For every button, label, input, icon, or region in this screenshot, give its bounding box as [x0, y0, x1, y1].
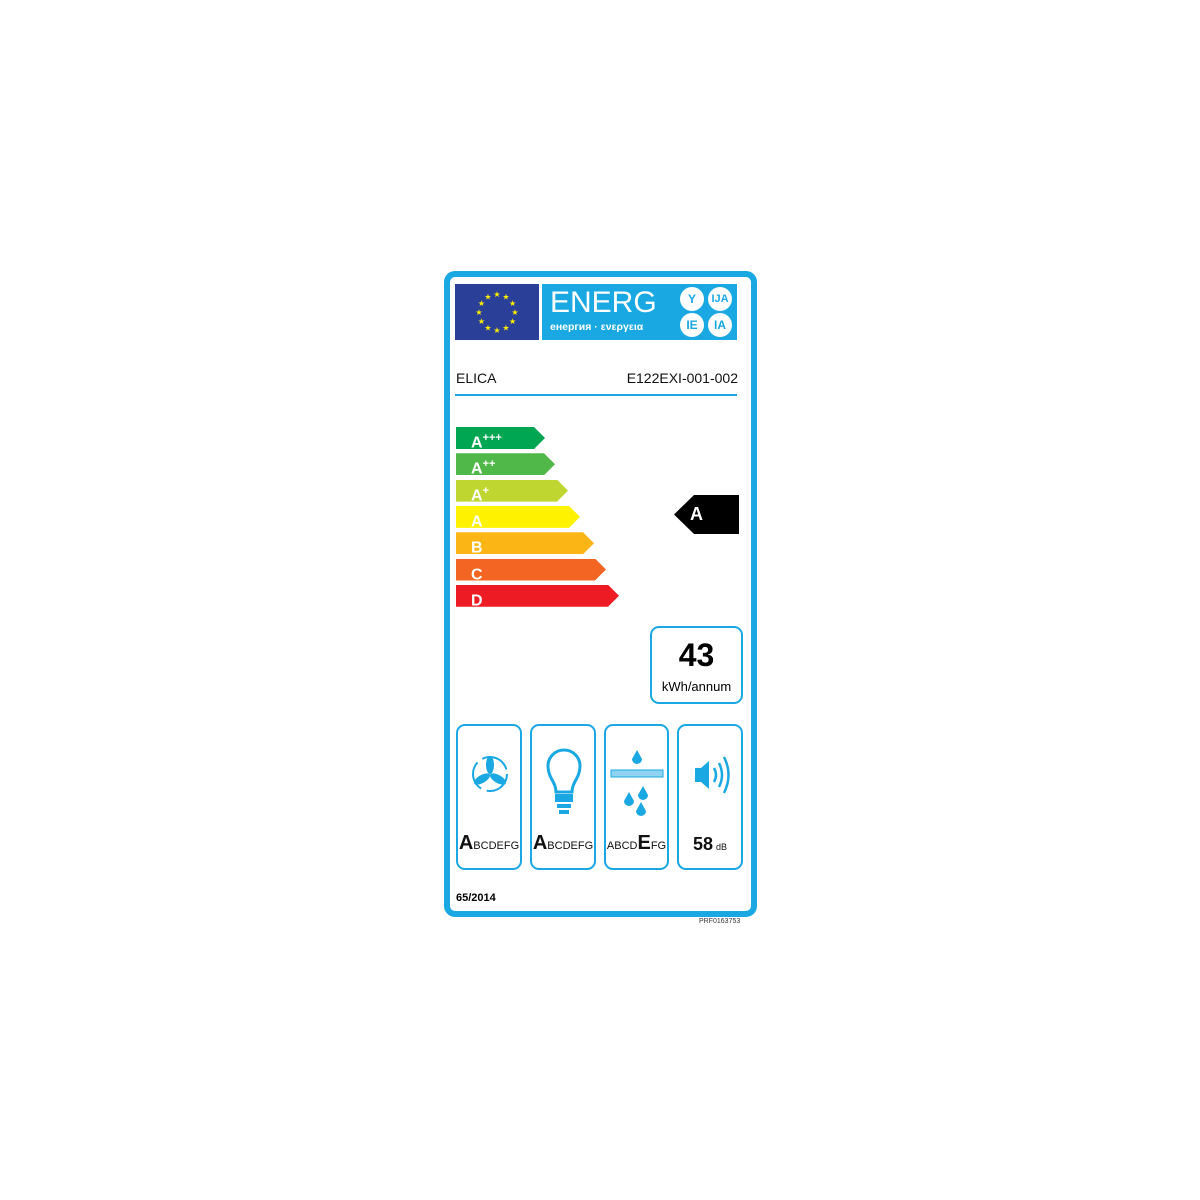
lang-badge: IA	[708, 313, 732, 337]
header-subtitle: енергия · ενεργεια	[550, 321, 644, 333]
energy-label	[444, 271, 757, 917]
fan-class-scale: ABCDEFG	[458, 832, 520, 854]
speaker-icon	[695, 756, 730, 794]
class-plus: ++	[482, 458, 496, 471]
label-code: PRF0163753	[699, 918, 741, 925]
model-id: E122EXI-001-002	[626, 370, 738, 386]
energy-class-bar: B	[456, 532, 594, 554]
class-plus: +	[482, 484, 489, 497]
grease-filter-box: ABCDEFG	[604, 724, 669, 870]
star-icon: ★	[478, 299, 485, 308]
star-icon: ★	[493, 290, 500, 299]
energy-class-bar: C	[456, 559, 606, 581]
header-title: ENERG	[550, 286, 657, 319]
class-letter: B	[471, 539, 483, 557]
energy-header: ENERG енергия · ενεργεια Y IJA IE IA	[542, 284, 737, 340]
lighting-class-scale: ABCDEFG	[532, 832, 594, 854]
grease-filter-icon	[610, 750, 664, 816]
energy-class-bar: A+	[456, 480, 568, 502]
supplier-name: ELICA	[456, 370, 497, 386]
star-icon: ★	[493, 326, 500, 335]
class-letter: C	[471, 565, 483, 583]
fan-efficiency-box: ABCDEFG	[456, 724, 522, 870]
star-icon: ★	[484, 324, 491, 333]
star-icon: ★	[502, 324, 509, 333]
regulation-number: 65/2014	[456, 892, 496, 904]
star-icon: ★	[509, 299, 516, 308]
energy-class-bar: A++	[456, 453, 555, 475]
lang-badge: Y	[680, 287, 704, 311]
energy-class-bar: A+++	[456, 427, 545, 449]
consumption-unit: kWh/annum	[661, 679, 732, 694]
light-bulb-icon	[546, 748, 582, 814]
noise-value: 58 dB	[692, 834, 728, 854]
grease-class-scale: ABCDEFG	[606, 832, 667, 854]
star-icon: ★	[502, 292, 509, 301]
fan-icon	[472, 756, 508, 792]
lang-badge: IJA	[708, 287, 732, 311]
class-letter: D	[471, 592, 483, 610]
divider	[455, 394, 737, 396]
eu-flag: ★ ★ ★ ★ ★ ★ ★ ★ ★ ★ ★ ★	[455, 284, 539, 340]
consumption-box: 43 kWh/annum	[650, 626, 743, 704]
energy-class-bar: D	[456, 585, 619, 607]
class-letter: A	[471, 434, 483, 452]
class-letter: A	[471, 513, 483, 531]
star-icon: ★	[511, 308, 518, 317]
consumption-value: 43	[678, 637, 715, 673]
star-icon: ★	[478, 317, 485, 326]
class-plus: +++	[482, 432, 502, 444]
class-letter: A	[471, 486, 483, 504]
noise-box: 58 dB	[677, 724, 743, 870]
lang-badge: IE	[680, 313, 704, 337]
lighting-efficiency-box: ABCDEFG	[530, 724, 596, 870]
star-icon: ★	[484, 292, 491, 301]
class-letter: A	[471, 460, 483, 478]
star-icon: ★	[509, 317, 516, 326]
energy-class-bar: A	[456, 506, 580, 528]
star-icon: ★	[475, 308, 482, 317]
